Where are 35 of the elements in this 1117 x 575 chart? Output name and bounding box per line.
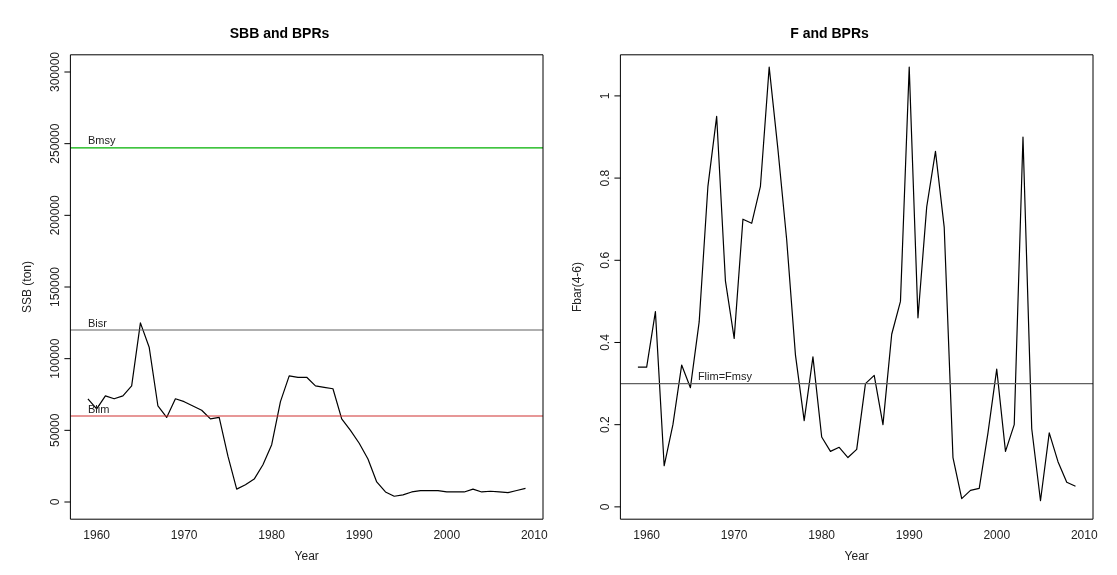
y-axis-title: Fbar(4-6) (569, 261, 584, 313)
y-tick-label: 250000 (47, 123, 62, 164)
x-tick-label: 1980 (808, 527, 836, 542)
x-tick-label: 2000 (983, 527, 1011, 542)
ref-line-label: Bisr (87, 316, 108, 329)
x-tick-label: 2010 (1070, 527, 1098, 542)
x-tick-label: 1960 (83, 527, 111, 542)
y-tick-label: 0 (47, 498, 62, 506)
y-tick-label: 0 (597, 503, 612, 511)
y-tick-label: 0.2 (597, 416, 612, 434)
x-tick-label: 2010 (520, 527, 548, 542)
ref-line-label: Blim (87, 402, 110, 415)
x-tick-label: 1970 (720, 527, 748, 542)
ref-line-label: Bmsy (87, 134, 116, 147)
y-tick-label: 1 (597, 92, 612, 100)
x-tick-label: 2000 (433, 527, 461, 542)
x-tick-label: 1980 (258, 527, 286, 542)
y-tick-label: 50000 (47, 413, 62, 448)
y-tick-label: 100000 (47, 338, 62, 379)
y-axis-title: SSB (ton) (19, 260, 34, 314)
x-axis-title: Year (294, 549, 319, 564)
x-tick-label: 1990 (345, 527, 373, 542)
x-tick-label: 1960 (633, 527, 661, 542)
chart-title: F and BPRs (790, 25, 869, 42)
y-tick-label: 0.6 (597, 251, 612, 269)
y-tick-label: 0.4 (597, 333, 612, 351)
x-tick-label: 1990 (895, 527, 923, 542)
y-tick-label: 200000 (47, 194, 62, 236)
x-tick-label: 1970 (170, 527, 198, 542)
x-axis-title: Year (844, 549, 869, 564)
chart-title: SBB and BPRs (229, 25, 330, 42)
y-tick-label: 0.8 (597, 169, 612, 187)
ref-line-label: Flim=Fmsy (697, 370, 753, 383)
y-tick-label: 150000 (47, 266, 62, 308)
y-tick-label: 300000 (47, 51, 62, 93)
